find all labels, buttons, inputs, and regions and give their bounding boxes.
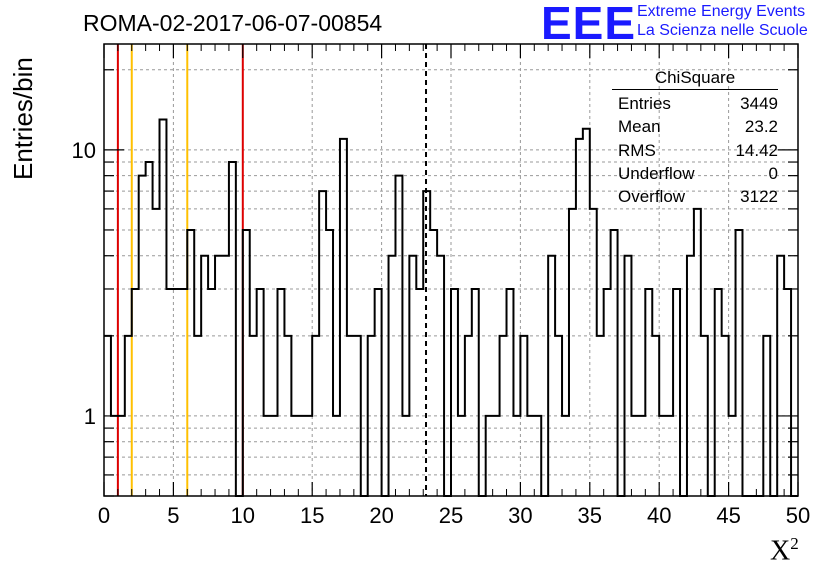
axis-tick-labels: 0 5 10 15 20 25 30 35 40 45 50 1 10 — [72, 138, 811, 528]
stats-label: Overflow — [618, 187, 686, 207]
logo-line-1: Extreme Energy Events — [637, 3, 806, 20]
y-tick-label: 10 — [72, 138, 96, 163]
y-axis-label: Entries/bin — [8, 57, 38, 180]
stats-row-entries: Entries 3449 — [612, 92, 778, 115]
stats-value: 3122 — [740, 187, 778, 207]
stats-box: ChiSquare Entries 3449 Mean 23.2 RMS 14.42 … — [612, 68, 778, 208]
stats-header: ChiSquare — [612, 68, 778, 90]
x-tick-label: 15 — [300, 503, 324, 528]
stats-value: 23.2 — [744, 117, 778, 137]
x-tick-label: 35 — [578, 503, 602, 528]
stats-row-mean: Mean 23.2 — [612, 115, 778, 138]
chart-title: ROMA-02-2017-06-07-00854 — [83, 10, 383, 36]
y-tick-label: 1 — [84, 404, 96, 429]
axis-ticks — [103, 44, 799, 497]
x-tick-label: 30 — [508, 503, 532, 528]
x-tick-label: 5 — [167, 503, 179, 528]
x-tick-label: 20 — [369, 503, 393, 528]
stats-label: RMS — [618, 140, 656, 160]
x-tick-label: 0 — [98, 503, 110, 528]
stats-row-underflow: Underflow 0 — [612, 162, 778, 185]
x-tick-label: 40 — [647, 503, 671, 528]
stats-value: 0 — [768, 163, 778, 183]
x-tick-label: 10 — [231, 503, 255, 528]
eee-logo: EEE — [541, 0, 637, 49]
x-tick-label: 45 — [716, 503, 740, 528]
x-tick-label: 50 — [786, 503, 810, 528]
stats-value: 3449 — [740, 94, 778, 113]
stats-row-rms: RMS 14.42 — [612, 139, 778, 162]
stats-label: Entries — [618, 94, 671, 113]
x-axis-label: X2 — [770, 534, 799, 567]
x-tick-label: 25 — [439, 503, 463, 528]
stats-row-overflow: Overflow 3122 — [612, 185, 778, 208]
stats-value: 14.42 — [735, 140, 778, 160]
stats-label: Mean — [618, 117, 661, 137]
logo-line-2: La Scienza nelle Scuole — [637, 22, 808, 39]
stats-label: Underflow — [618, 163, 695, 183]
